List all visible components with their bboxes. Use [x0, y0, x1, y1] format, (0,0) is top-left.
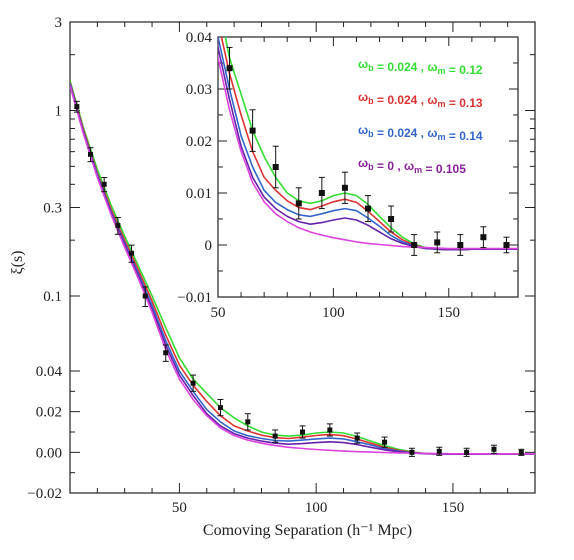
inset-data-point — [295, 200, 302, 207]
inset-data-point — [249, 127, 256, 134]
x-tick-label: 50 — [172, 500, 187, 516]
legend-entry-green: ωb = 0.024 , ωm = 0.12 — [358, 57, 483, 77]
main-data-point — [272, 433, 278, 439]
main-data-point — [115, 222, 121, 228]
x-tick-label: 100 — [305, 500, 328, 516]
y-tick-label: 0.02 — [36, 405, 62, 421]
main-curve-magenta — [70, 85, 535, 455]
inset-data-point — [388, 216, 395, 222]
inset-plot: 50 100 150 −0.01 0 0.01 0.02 0.03 0.04 ωb = 0.024… — [177, 30, 519, 321]
inset-data-point — [480, 234, 487, 241]
inset-curve-purple — [218, 41, 518, 251]
y-tick-label: 0.04 — [36, 364, 63, 380]
inset-x-tick-label: 50 — [211, 305, 226, 321]
y-tick-label: 3 — [55, 15, 63, 31]
inset-y-tick-label: 0.04 — [186, 30, 213, 46]
y-tick-label: 0.00 — [36, 445, 62, 461]
x-axis-title: Comoving Separation (h⁻¹ Mpc) — [203, 522, 412, 539]
main-plot-frame — [69, 21, 536, 494]
inset-data-point — [457, 242, 464, 248]
main-data-point — [245, 419, 251, 425]
main-data-point — [354, 435, 360, 441]
inset-data-point — [318, 190, 325, 196]
y-tick-label: 0.1 — [43, 289, 62, 305]
main-data-point — [74, 104, 80, 110]
inset-data-point — [226, 65, 233, 72]
main-data-point — [142, 293, 148, 299]
inset-y-tick-label: 0.01 — [186, 186, 212, 202]
main-data-point — [491, 446, 497, 452]
inset-data-point — [272, 164, 279, 170]
inset-y-tick-label: −0.01 — [177, 290, 212, 306]
inset-data-point — [365, 205, 371, 212]
inset-data-point — [411, 242, 418, 248]
legend-entry-purple: ωb = 0 , ωm = 0.105 — [358, 156, 466, 176]
inset-data-point — [503, 242, 510, 248]
main-data-point — [217, 405, 223, 411]
inset-frame — [217, 36, 519, 298]
inset-data-point — [341, 184, 348, 191]
legend-entry-red: ωb = 0.024 , ωm = 0.13 — [358, 90, 483, 110]
main-data-point — [436, 448, 442, 454]
main-plot: 50 100 150 −0.02 0.00 0.02 0.04 0.1 0.3 1 3 Comovin… — [9, 15, 536, 539]
x-tick-label: 150 — [442, 500, 465, 516]
inset-y-tick-label: 0.02 — [186, 134, 212, 150]
inset-x-tick-label: 100 — [322, 305, 345, 321]
main-data-point — [300, 429, 305, 435]
y-axis-title: ξ(s) — [9, 250, 26, 274]
legend-entry-blue: ωb = 0.024 , ωm = 0.14 — [358, 123, 483, 143]
main-curves — [70, 80, 535, 457]
main-data-point — [129, 250, 135, 256]
y-tick-label: −0.02 — [27, 486, 62, 502]
main-data-point — [190, 380, 196, 386]
main-data-point — [382, 439, 388, 445]
inset-y-tick-label: 0 — [205, 238, 213, 254]
inset-y-tick-label: 0.03 — [186, 82, 212, 98]
inset-x-tick-label: 150 — [438, 305, 461, 321]
main-data-point — [409, 449, 415, 455]
main-data-point — [464, 449, 470, 455]
inset-curve-magenta — [218, 51, 518, 250]
main-data-point — [101, 181, 107, 187]
y-tick-label: 0.3 — [43, 200, 62, 216]
inset-legend: ωb = 0.024 , ωm = 0.12 ωb = 0.024 , ωm = … — [358, 57, 483, 176]
main-data-point — [327, 427, 333, 433]
inset-data-point — [434, 239, 441, 246]
inset-curves — [218, 37, 518, 256]
main-data-point — [163, 350, 169, 356]
main-data-point — [518, 449, 524, 455]
main-data-point — [88, 151, 94, 157]
y-tick-label: 1 — [55, 104, 63, 120]
